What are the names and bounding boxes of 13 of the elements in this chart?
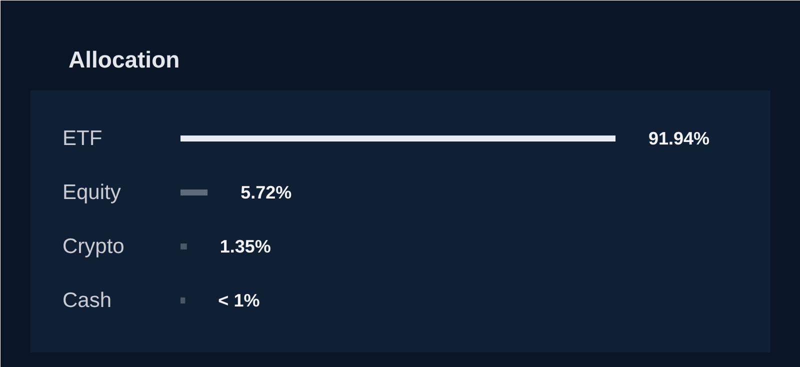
- data-label: 91.94%: [648, 128, 710, 148]
- data-label: < 1%: [218, 290, 260, 310]
- bar: [180, 298, 186, 304]
- data-label: 5.72%: [240, 182, 292, 202]
- chart-title: Allocation: [68, 46, 180, 72]
- bar: [180, 190, 208, 196]
- y-tick-label: ETF: [62, 127, 102, 150]
- bar: [180, 136, 616, 142]
- y-tick-label: Equity: [62, 181, 122, 204]
- y-tick-label: Crypto: [62, 235, 124, 258]
- data-label: 1.35%: [220, 236, 271, 256]
- bar: [180, 244, 187, 250]
- y-tick-label: Cash: [62, 289, 112, 312]
